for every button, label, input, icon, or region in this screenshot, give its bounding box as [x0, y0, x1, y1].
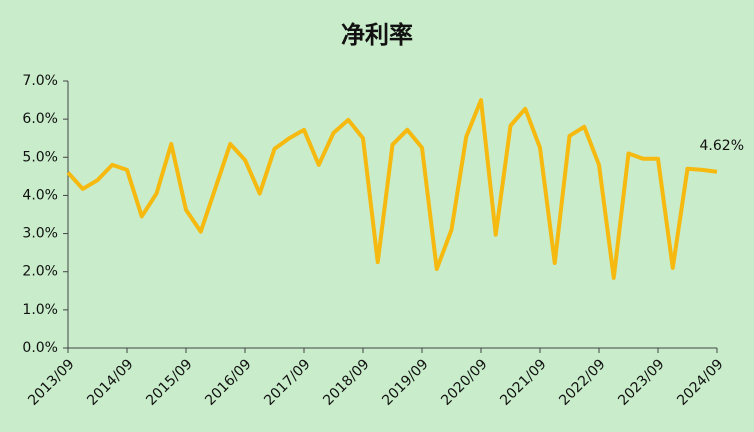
x-tick-label: 2017/09: [261, 356, 313, 408]
data-label: 4.62%: [700, 138, 744, 154]
x-tick-label: 2019/09: [379, 356, 431, 408]
chart-title: 净利率: [341, 21, 413, 49]
line-series: [66, 98, 718, 280]
x-tick-label: 2024/09: [674, 356, 726, 408]
x-tick-label: 2018/09: [320, 356, 372, 408]
y-tick-label: 1.0%: [22, 302, 58, 318]
x-tick-label: 2016/09: [202, 356, 254, 408]
x-tick-label: 2013/09: [25, 356, 77, 408]
y-tick-label: 4.0%: [22, 187, 58, 203]
x-tick-label: 2023/09: [615, 356, 667, 408]
y-tick-label: 6.0%: [22, 111, 58, 127]
x-tick-label: 2021/09: [497, 356, 549, 408]
x-tick-label: 2020/09: [438, 356, 490, 408]
y-tick-label: 5.0%: [22, 149, 58, 165]
x-tick-label: 2014/09: [84, 356, 136, 408]
y-tick-label: 7.0%: [22, 73, 58, 89]
x-tick-label: 2015/09: [143, 356, 195, 408]
y-tick-label: 3.0%: [22, 226, 58, 242]
y-tick-label: 2.0%: [22, 264, 58, 280]
x-tick-label: 2022/09: [556, 356, 608, 408]
y-tick-label: 0.0%: [22, 340, 58, 356]
